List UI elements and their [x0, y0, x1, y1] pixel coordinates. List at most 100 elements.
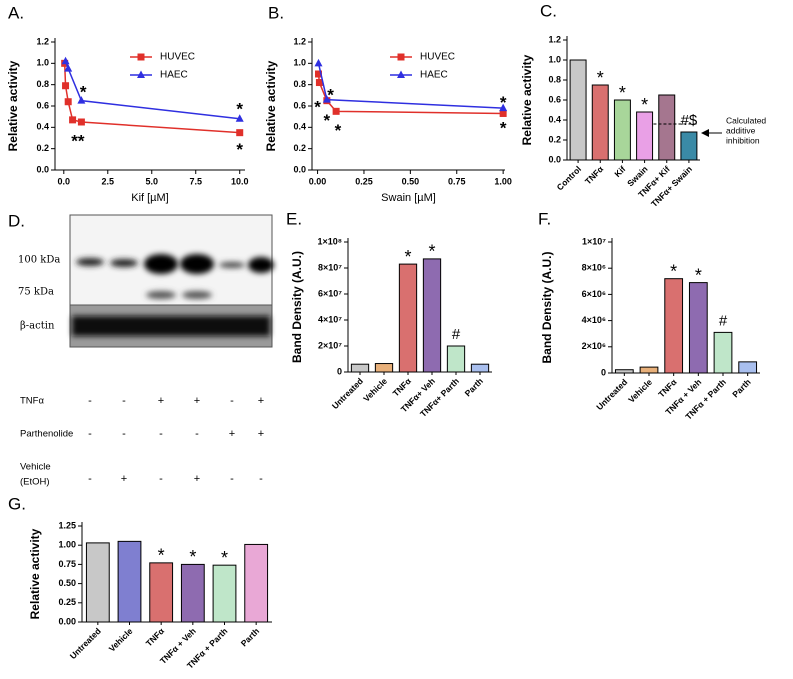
condition-sign: - [195, 428, 199, 440]
x-tick-label: Untreated [330, 376, 365, 411]
significance-mark: * [670, 261, 677, 281]
data-point [332, 107, 340, 115]
series-line [63, 63, 240, 134]
significance-mark: * [597, 68, 604, 88]
condition-sign: - [259, 473, 263, 485]
y-tick-label: 0.2 [36, 143, 49, 153]
x-tick-label: Untreated [68, 626, 103, 661]
data-point [64, 98, 72, 106]
condition-sign: + [258, 428, 264, 440]
series-line [317, 73, 504, 115]
annotation: * [236, 99, 243, 118]
y-tick-label: 6×10⁶ [582, 289, 606, 299]
panel-label: G. [8, 494, 26, 513]
annotation: * [500, 119, 507, 138]
y-tick-label: 0 [337, 366, 342, 376]
x-tick-label: 0.50 [402, 176, 420, 186]
y-tick-label: 1.2 [548, 34, 561, 44]
condition-sign: - [122, 428, 126, 440]
condition-sign: - [230, 473, 234, 485]
x-tick-label: 0.25 [355, 176, 373, 186]
legend-label: HUVEC [420, 52, 455, 63]
series-line [317, 63, 504, 109]
legend-marker [397, 53, 405, 61]
y-tick-label: 4×10⁶ [582, 315, 606, 325]
panel-label: F. [538, 209, 551, 228]
y-tick-label: 0.0 [548, 154, 561, 164]
data-point [69, 116, 77, 124]
x-tick-label: TNFα [144, 625, 167, 648]
x-tick-label: Kif [612, 164, 627, 179]
y-tick-label: 0.0 [293, 164, 306, 174]
data-point [235, 114, 244, 122]
x-axis-label: Swain [µM] [381, 192, 436, 204]
data-point [61, 56, 70, 65]
condition-sign: + [229, 428, 235, 440]
y-tick-label: 4×10⁷ [318, 314, 342, 324]
x-tick-label: Parth [463, 376, 485, 398]
legend-marker [137, 53, 145, 61]
bar [422, 258, 442, 373]
y-tick-label: 0.4 [293, 122, 306, 132]
x-tick-label: 7.5 [189, 176, 202, 186]
y-axis-label: Band Density (A.U.) [540, 251, 554, 363]
bar [639, 366, 659, 374]
y-tick-label: 1.25 [58, 520, 76, 530]
annotation: * [80, 82, 87, 101]
x-tick-label: Vehicle [626, 377, 654, 405]
significance-mark: * [221, 548, 228, 568]
y-tick-label: 1×10⁸ [317, 236, 342, 246]
y-tick-label: 0.8 [293, 79, 306, 89]
significance-mark: * [641, 95, 648, 115]
y-tick-label: 1.0 [548, 54, 561, 64]
data-point [322, 95, 331, 103]
x-tick-label: 0.00 [309, 176, 327, 186]
bar [446, 345, 466, 373]
y-axis-label: Relative activity [28, 528, 42, 619]
x-tick-label: Untreated [594, 377, 629, 412]
annotation: ** [71, 131, 85, 150]
bar [85, 542, 110, 623]
annotation: * [327, 86, 334, 105]
significance-mark: * [189, 547, 196, 567]
bar [664, 278, 684, 374]
annotation-text: additive [726, 125, 756, 135]
y-tick-label: 1×10⁷ [582, 236, 606, 246]
condition-sign: + [121, 473, 127, 485]
y-tick-label: 0.8 [36, 79, 49, 89]
x-tick-label: 0.75 [448, 176, 466, 186]
x-tick-label: Control [555, 164, 583, 192]
condition-sign: - [230, 395, 234, 407]
size-marker: 75 kDa [18, 287, 54, 298]
significance-mark: * [404, 247, 411, 267]
y-axis-label: Relative activity [6, 60, 20, 151]
condition-sign: + [258, 395, 264, 407]
condition-sign: - [88, 395, 92, 407]
condition-label: Parthenolide [20, 429, 73, 440]
y-tick-label: 2×10⁶ [582, 341, 606, 351]
data-point [499, 103, 508, 112]
legend-marker [137, 70, 145, 78]
y-tick-label: 0.2 [548, 134, 561, 144]
bar [636, 111, 654, 161]
blot-image [69, 214, 274, 348]
bar [180, 563, 205, 623]
data-point [77, 96, 86, 104]
y-tick-label: 1.00 [58, 540, 76, 550]
y-tick-label: 1.0 [293, 58, 306, 68]
y-tick-label: 0 [601, 367, 606, 377]
panel-label: B. [268, 3, 284, 22]
y-tick-label: 0.8 [548, 74, 561, 84]
data-point [77, 118, 85, 126]
condition-label: Vehicle [20, 462, 51, 473]
y-tick-label: 0.00 [58, 616, 76, 626]
bar [738, 361, 758, 374]
x-tick-label: TNFα [656, 376, 679, 399]
bar [398, 263, 418, 373]
x-tick-label: Parth [239, 626, 261, 648]
condition-sign: - [122, 395, 126, 407]
y-tick-label: 1.0 [36, 58, 49, 68]
condition-sign: + [158, 395, 164, 407]
bar [149, 562, 174, 623]
